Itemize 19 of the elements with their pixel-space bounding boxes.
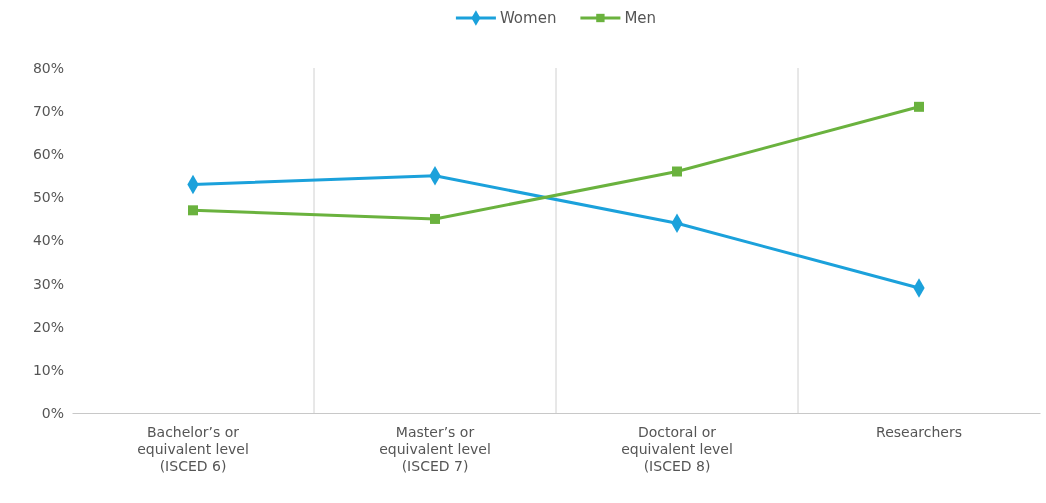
point (188, 205, 198, 216)
x-tick-label: Bachelor’s or equivalent level (ISCED 6) (137, 423, 249, 474)
y-tick-label: 40% (32, 232, 64, 249)
y-tick-label: 0% (41, 404, 64, 421)
legend-label: Women (499, 9, 557, 28)
x-tick-label: Doctoral or equivalent level (ISCED 8) (621, 423, 733, 474)
x-tick-label: Researchers (876, 423, 962, 440)
x-tick-label: Master’s or equivalent level (ISCED 7) (379, 423, 491, 474)
point (914, 101, 924, 112)
y-tick-label: 30% (32, 275, 64, 292)
y-tick-label: 70% (32, 103, 64, 120)
legend-label: Men (624, 9, 657, 28)
y-tick-label: 10% (32, 361, 64, 378)
y-tick-label: 50% (32, 189, 64, 206)
point (672, 166, 682, 177)
y-tick-label: 60% (32, 146, 64, 163)
y-tick-label: 80% (32, 59, 64, 76)
point (430, 213, 440, 224)
y-tick-label: 20% (32, 318, 64, 335)
